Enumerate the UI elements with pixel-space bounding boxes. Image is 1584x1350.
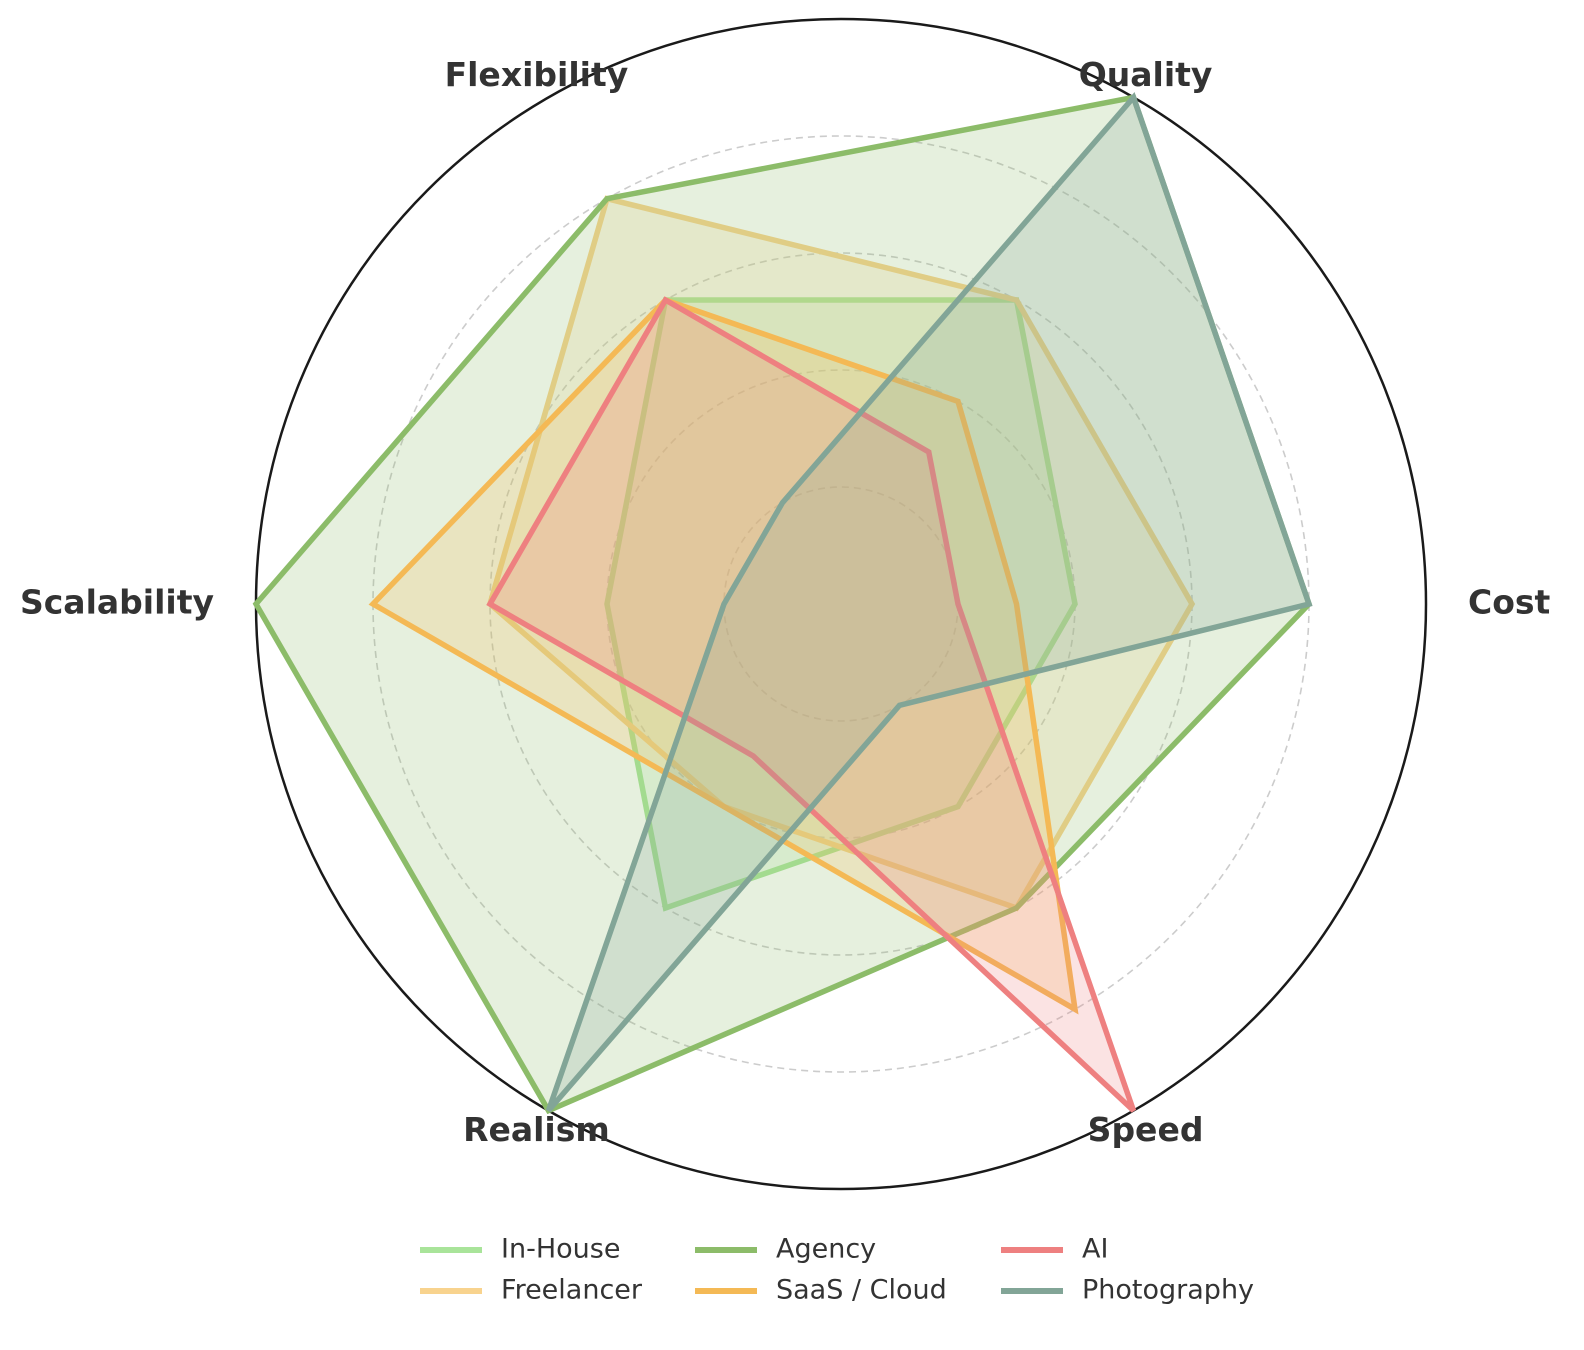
axis-labels: Cost Quality Flexibility Scalability Realism… bbox=[20, 55, 1551, 1149]
series-polygon bbox=[545, 91, 1313, 1113]
legend-label: Freelancer bbox=[501, 1275, 643, 1306]
legend-label: In-House bbox=[501, 1234, 620, 1265]
legend-label: Photography bbox=[1082, 1275, 1254, 1306]
axis-label-scalability: Scalability bbox=[20, 583, 214, 622]
legend-label: Agency bbox=[776, 1234, 876, 1265]
series-polygon bbox=[368, 296, 1079, 1015]
legend-label: AI bbox=[1082, 1234, 1108, 1265]
legend: In-House Freelancer Agency SaaS / Cloud AI Ph… bbox=[420, 1234, 1254, 1306]
axis-label-cost: Cost bbox=[1468, 583, 1551, 622]
series-polygon bbox=[486, 296, 1137, 1113]
axis-label-speed: Speed bbox=[1088, 1110, 1204, 1149]
axis-label-quality: Quality bbox=[1079, 55, 1213, 94]
legend-label: SaaS / Cloud bbox=[776, 1275, 947, 1306]
series-layer bbox=[252, 91, 1313, 1115]
axis-label-realism: Realism bbox=[463, 1110, 610, 1149]
axis-label-flexibility: Flexibility bbox=[445, 55, 629, 94]
